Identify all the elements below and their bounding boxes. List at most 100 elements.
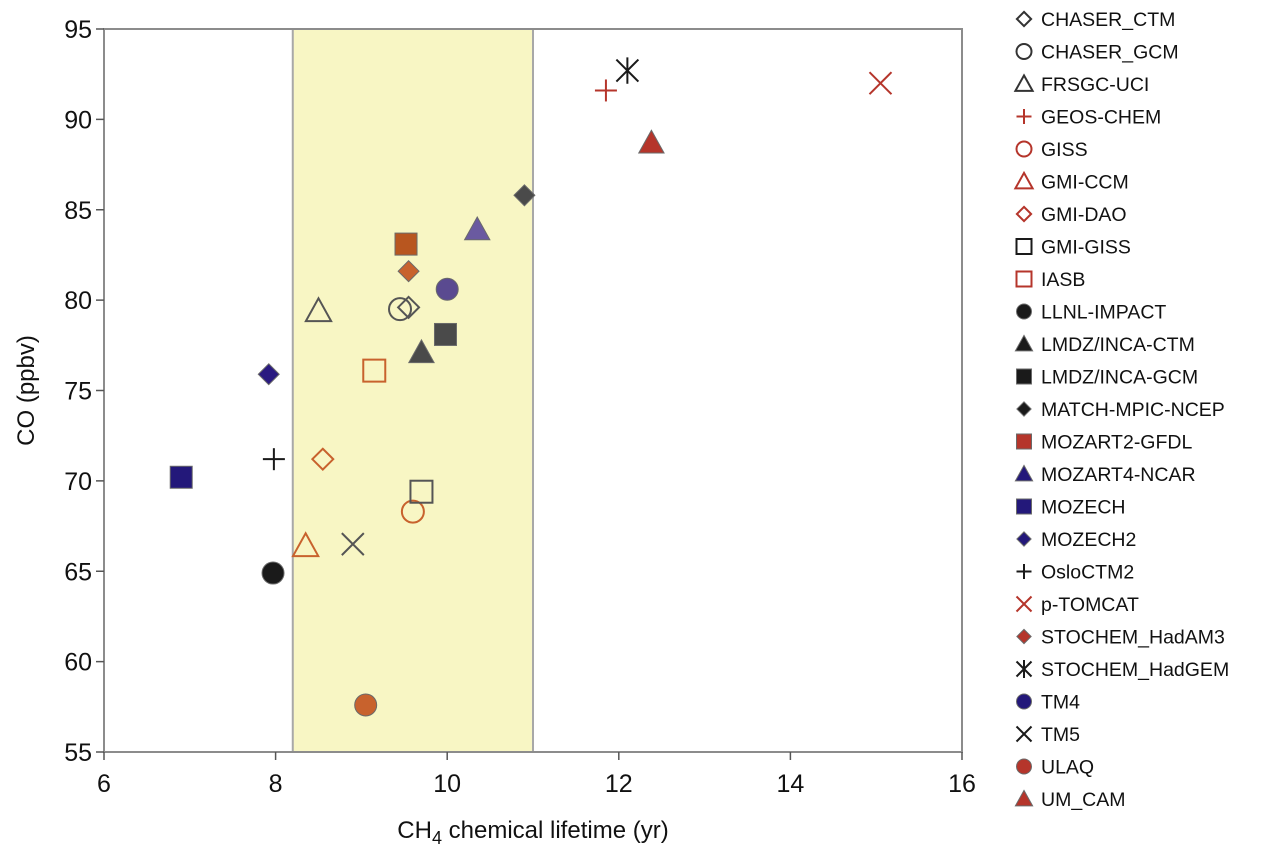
- y-tick-label: 75: [64, 378, 92, 406]
- legend-item: CHASER_GCM: [1015, 42, 1179, 64]
- x-axis-label-rest: chemical lifetime (yr): [442, 817, 669, 844]
- legend-item: GMI-DAO: [1015, 204, 1127, 226]
- legend-item: p-TOMCAT: [1015, 594, 1139, 616]
- legend-item: FRSGC-UCI: [1013, 73, 1149, 96]
- y-tick-label: 65: [64, 558, 92, 586]
- legend-item: MOZECH: [1016, 497, 1126, 519]
- data-point-tm4: [435, 277, 459, 301]
- legend-label: ULAQ: [1041, 757, 1094, 779]
- data-point-match-mpic-ncep: [513, 184, 536, 207]
- y-tick-label: 90: [64, 106, 92, 134]
- shaded-band: [291, 28, 535, 753]
- legend-label: LMDZ/INCA-CTM: [1041, 334, 1195, 356]
- data-point-geos-chem: [594, 79, 617, 102]
- data-points: [169, 57, 893, 717]
- y-tick-label: 95: [64, 16, 92, 44]
- x-axis-label-subscript: 4: [432, 828, 442, 846]
- legend-label: GISS: [1041, 139, 1088, 161]
- legend-item: MOZART2-GFDL: [1016, 432, 1192, 454]
- legend-label: GMI-GISS: [1041, 237, 1131, 259]
- y-tick-label: 60: [64, 649, 92, 677]
- legend-label: MOZECH: [1041, 497, 1126, 519]
- legend-label: CHASER_CTM: [1041, 9, 1175, 31]
- data-point-chaser-gcm: [388, 297, 413, 322]
- legend-item: CHASER_CTM: [1015, 9, 1175, 31]
- data-point-mozech2: [257, 363, 280, 386]
- x-axis-ticks: 6 8 10 12 14 16: [97, 752, 976, 798]
- data-point-stochem-hadam3: [397, 260, 420, 283]
- legend-item: GISS: [1015, 139, 1088, 161]
- data-point-p-tomcat: [868, 71, 893, 95]
- legend-item: LMDZ/INCA-GCM: [1016, 367, 1198, 389]
- x-tick-label: 8: [269, 770, 283, 798]
- legend-item: GEOS-CHEM: [1016, 107, 1161, 129]
- legend-item: IASB: [1015, 269, 1085, 291]
- legend-item: OsloCTM2: [1016, 562, 1134, 584]
- legend-item: LMDZ/INCA-CTM: [1014, 334, 1195, 356]
- y-tick-label: 55: [64, 739, 92, 767]
- data-point-mozech: [169, 465, 193, 489]
- data-point-gmi-giss: [409, 479, 434, 504]
- data-point-ulaq: [354, 693, 378, 717]
- data-point-mozart2-gfdl: [394, 232, 418, 256]
- data-point-iasb: [362, 358, 387, 383]
- legend-label: p-TOMCAT: [1041, 594, 1139, 616]
- x-axis-label: CH4 chemical lifetime (yr): [397, 817, 668, 846]
- legend-label: MOZART4-NCAR: [1041, 464, 1196, 486]
- x-tick-label: 14: [776, 770, 804, 798]
- data-point-llnl-impact: [261, 561, 285, 585]
- y-axis-ticks: 55 60 65 70 75 80 85 90 95: [64, 16, 104, 767]
- legend-label: FRSGC-UCI: [1041, 74, 1149, 96]
- data-point-giss: [400, 499, 425, 524]
- y-tick-label: 85: [64, 197, 92, 225]
- data-point-stochem-hadgem: [615, 57, 640, 84]
- data-point-tm5: [341, 532, 365, 556]
- x-tick-label: 12: [605, 770, 633, 798]
- legend-item: TM5: [1015, 724, 1080, 746]
- x-axis-label-main: CH: [397, 817, 432, 844]
- legend-label: GEOS-CHEM: [1041, 107, 1161, 129]
- x-tick-label: 6: [97, 770, 111, 798]
- legend-label: MOZECH2: [1041, 529, 1136, 551]
- legend-label: GMI-DAO: [1041, 204, 1127, 226]
- legend-item: LLNL-IMPACT: [1016, 302, 1166, 324]
- legend-item: MOZECH2: [1016, 529, 1136, 551]
- legend-label: STOCHEM_HadAM3: [1041, 627, 1225, 649]
- legend-label: OsloCTM2: [1041, 562, 1134, 584]
- legend-label: TM4: [1041, 692, 1080, 714]
- legend-label: IASB: [1041, 269, 1085, 291]
- legend-label: MOZART2-GFDL: [1041, 432, 1192, 454]
- legend-label: MATCH-MPIC-NCEP: [1041, 399, 1225, 421]
- y-tick-label: 80: [64, 287, 92, 315]
- legend-item: MOZART4-NCAR: [1014, 464, 1196, 486]
- legend-item: GMI-GISS: [1015, 237, 1131, 259]
- data-point-osloctm2: [262, 448, 285, 471]
- y-axis-label: CO (ppbv): [13, 335, 40, 446]
- data-point-mozart4-ncar: [463, 215, 491, 241]
- data-point-gmi-dao: [310, 447, 335, 472]
- legend-label: LLNL-IMPACT: [1041, 302, 1166, 324]
- x-tick-label: 16: [948, 770, 976, 798]
- legend-item: STOCHEM_HadGEM: [1015, 659, 1229, 681]
- legend-label: TM5: [1041, 724, 1080, 746]
- legend-label: UM_CAM: [1041, 789, 1126, 811]
- data-point-chaser-ctm: [396, 295, 421, 320]
- legend-label: GMI-CCM: [1041, 172, 1129, 194]
- data-point-um-cam: [637, 129, 665, 154]
- legend-item: MATCH-MPIC-NCEP: [1016, 399, 1225, 421]
- legend-item: UM_CAM: [1014, 789, 1126, 811]
- legend: CHASER_CTM CHASER_GCM FRSGC-UCI GEOS-CHEM GI…: [1013, 9, 1229, 811]
- x-tick-label: 10: [433, 770, 461, 798]
- y-tick-label: 70: [64, 468, 92, 496]
- legend-label: LMDZ/INCA-GCM: [1041, 367, 1198, 389]
- data-point-frsgc-uci: [304, 296, 333, 323]
- data-point-lmdz-inca-gcm: [433, 322, 457, 346]
- legend-item: STOCHEM_HadAM3: [1016, 627, 1225, 649]
- data-point-gmi-ccm: [291, 531, 320, 558]
- legend-item: TM4: [1016, 692, 1080, 714]
- legend-label: STOCHEM_HadGEM: [1041, 659, 1229, 681]
- legend-item: GMI-CCM: [1013, 170, 1129, 194]
- legend-item: ULAQ: [1016, 757, 1094, 779]
